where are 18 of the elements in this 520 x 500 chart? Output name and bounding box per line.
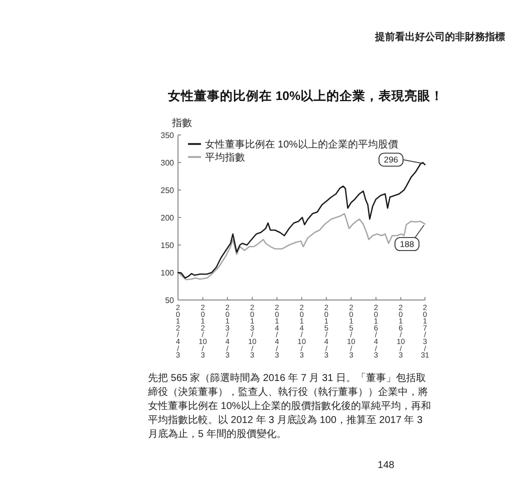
y-tick-label: 250 (160, 186, 175, 195)
text: 先把 565 家（篩選時間為 2016 年 7 月 31 日。「董事」包括取締役（決策董事），監查人、執行役（執行董事））企業中，將女性董事比例在 10%以上企業的股價指數化後的單純平均，再和平均指數比較。以 2012 年 3 月底設為 100，推算至 2017 年 3 月底為止，5 年間的股價變化。 (147, 372, 431, 440)
y-tick-label: 350 (160, 130, 175, 140)
y-axis-title: 指數 (171, 117, 192, 129)
y-tick-label: 300 (160, 158, 175, 168)
legend-label: 女性董事比例在 10%以上的企業的平均股價 (205, 138, 398, 151)
y-tick-label: 50 (165, 296, 175, 305)
line-series (177, 213, 426, 280)
text: 148 (378, 460, 395, 471)
text: 提前看出好公司的非財務指標 (374, 31, 505, 43)
y-tick-label: 100 (160, 268, 175, 278)
chart-title: 女性董事的比例在 10%以上的企業，表現亮眼！ (167, 88, 444, 103)
y-tick-label: 150 (160, 240, 175, 250)
y-tick-label: 200 (160, 213, 175, 222)
legend-label: 平均指數 (205, 152, 245, 164)
annotation: 296 (384, 154, 398, 165)
annotation: 188 (400, 239, 414, 250)
line-series (177, 162, 426, 279)
